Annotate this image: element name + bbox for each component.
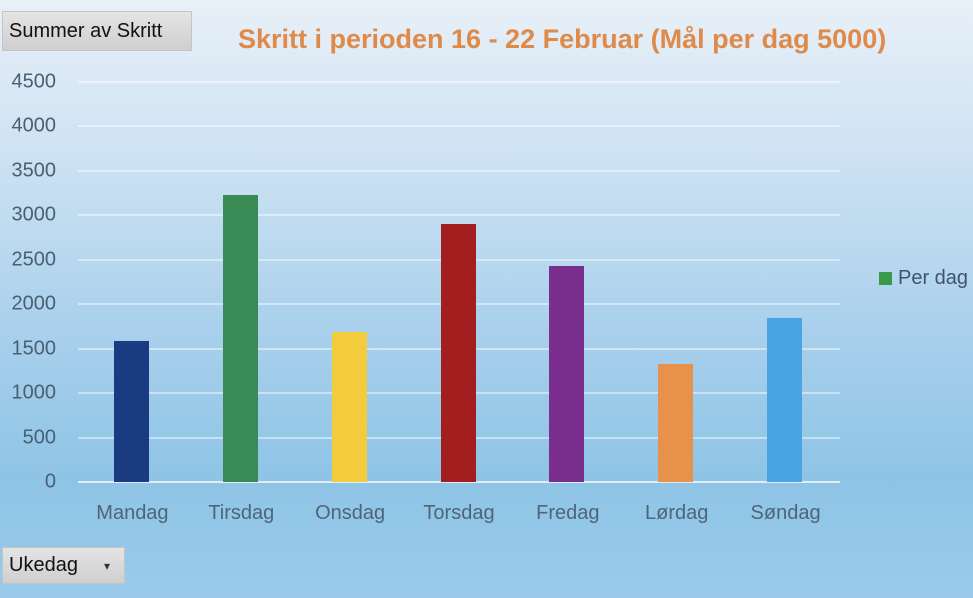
bar-fredag[interactable] (549, 266, 585, 482)
gridline (78, 214, 840, 217)
y-tick-label: 2000 (11, 292, 57, 315)
x-tick-label: Fredag (536, 502, 600, 524)
x-tick-label: Tirsdag (208, 502, 275, 524)
value-field-button[interactable]: Summer av Skritt (2, 11, 192, 51)
bar-lørdag[interactable] (658, 363, 694, 482)
x-tick-label: Søndag (750, 502, 821, 524)
y-tick-label: 1500 (11, 337, 57, 360)
x-tick-label: Onsdag (315, 502, 386, 524)
gridline (78, 125, 840, 128)
dropdown-arrow-icon[interactable]: ▾ (103, 558, 110, 573)
bar-mandag[interactable] (113, 340, 149, 482)
bar-tirsdag[interactable] (222, 194, 258, 482)
legend-swatch-icon (879, 272, 892, 285)
x-tick-label: Torsdag (423, 502, 495, 524)
bar-torsdag[interactable] (440, 224, 476, 482)
gridline (78, 169, 840, 172)
chart-title: Skritt i perioden 16 - 22 Februar (Mål p… (238, 24, 887, 54)
y-tick-label: 1000 (11, 381, 57, 404)
y-tick-label: 3500 (11, 159, 57, 182)
y-tick-label: 2500 (11, 248, 57, 271)
legend[interactable]: Per dag (879, 267, 968, 290)
axis-field-label: Ukedag (9, 554, 78, 576)
bar-onsdag[interactable] (331, 331, 367, 482)
value-field-label: Summer av Skritt (9, 19, 163, 42)
gridline (78, 81, 840, 83)
legend-label: Per dag (898, 267, 969, 289)
axis-field-button[interactable]: Ukedag ▾ (2, 547, 125, 584)
x-tick-label: Mandag (96, 502, 169, 524)
bar-søndag[interactable] (767, 317, 803, 482)
gridline (78, 481, 840, 483)
x-tick-label: Lørdag (645, 502, 709, 524)
y-tick-label: 0 (44, 470, 56, 493)
y-tick-label: 4000 (11, 114, 57, 137)
y-tick-label: 3000 (11, 203, 57, 226)
plot-area: 0 500 1000 1500 2000 2500 3000 3500 4000 4500 (12, 71, 840, 493)
y-tick-label: 500 (22, 426, 56, 449)
y-tick-label: 4500 (11, 70, 57, 93)
